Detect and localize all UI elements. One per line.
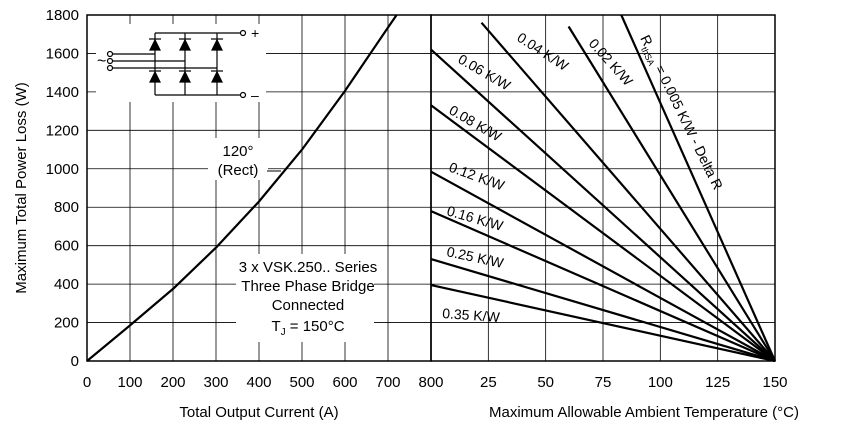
right-series-group xyxy=(430,14,777,363)
dc-negative-terminal xyxy=(239,91,247,99)
schematic-minus-label: – xyxy=(251,87,259,103)
thermal-resistance-line-5 xyxy=(430,170,776,362)
bridge-diodes xyxy=(149,38,223,83)
thermal-resistance-line-1 xyxy=(567,25,776,362)
device-topology-label: Three Phase Bridge xyxy=(241,278,374,295)
dc-positive-terminal xyxy=(239,29,247,37)
right-x-tick-label: 75 xyxy=(595,374,612,391)
left-y-tick-labels: 0 200 400 600 800 1000 1200 1400 1600 1800 xyxy=(46,7,79,370)
y-tick-label: 400 xyxy=(54,276,79,293)
thermal-resistance-line-3 xyxy=(430,48,776,362)
ac-terminal-2 xyxy=(106,57,114,65)
tj-suffix: = 150°C xyxy=(286,318,345,335)
right-x-tick-label: 100 xyxy=(648,374,673,391)
right-x-tick-label: 50 xyxy=(537,374,554,391)
y-tick-label: 200 xyxy=(54,315,79,332)
diode-lower-1 xyxy=(149,70,161,83)
y-tick-label: 1600 xyxy=(46,45,79,62)
junction-temperature-label: TJ = 150°C xyxy=(271,318,344,338)
diode-upper-2 xyxy=(179,38,191,51)
ac-terminal-3 xyxy=(106,64,114,72)
left-x-tick-label: 700 xyxy=(375,374,400,391)
left-x-axis-label: Total Output Current (A) xyxy=(179,404,338,421)
thermal-resistance-line-2 xyxy=(480,21,776,362)
power-loss-curve xyxy=(86,14,398,362)
tj-subscript: J xyxy=(281,327,286,338)
right-x-tick-label: 125 xyxy=(705,374,730,391)
tj-prefix: T xyxy=(271,318,280,335)
diode-lower-3 xyxy=(211,70,223,83)
device-series-label: 3 x VSK.250.. Series xyxy=(239,259,377,276)
left-x-tick-label: 300 xyxy=(203,374,228,391)
conduction-type-label: (Rect) xyxy=(218,162,259,179)
conduction-angle-label: 120° xyxy=(222,143,253,160)
y-tick-label: 600 xyxy=(54,238,79,255)
thermal-resistance-line-0 xyxy=(620,14,777,362)
left-series-group xyxy=(86,14,398,362)
schematic-ac-symbol: ~ xyxy=(97,53,106,70)
thermal-resistance-line-7 xyxy=(430,258,776,363)
schematic-backdrop xyxy=(96,24,266,102)
device-label-backdrop xyxy=(236,254,374,342)
schematic-plus-label: + xyxy=(251,25,259,41)
y-tick-label: 800 xyxy=(54,199,79,216)
y-tick-label: 1200 xyxy=(46,122,79,139)
left-x-tick-label: 500 xyxy=(289,374,314,391)
diode-lower-2 xyxy=(179,70,191,83)
thermal-resistance-line-6 xyxy=(430,210,776,363)
right-x-tick-label: 25 xyxy=(480,374,497,391)
conduction-label-backdrop xyxy=(208,138,268,180)
right-x-tick-label: 150 xyxy=(762,374,787,391)
ac-terminal-1 xyxy=(106,50,114,58)
y-tick-label: 1800 xyxy=(46,7,79,24)
left-x-tick-label: 100 xyxy=(117,374,142,391)
thermal-resistance-line-8 xyxy=(430,284,776,363)
right-x-tick-labels: 25 50 75 100 125 150 xyxy=(480,374,788,391)
left-x-tick-labels: 0 100 200 300 400 500 600 700 800 xyxy=(83,374,444,391)
right-panel-border xyxy=(430,14,776,362)
y-tick-label: 1400 xyxy=(46,84,79,101)
y-axis-label: Maximum Total Power Loss (W) xyxy=(13,82,30,293)
diode-upper-3 xyxy=(211,38,223,51)
left-x-tick-label: 400 xyxy=(246,374,271,391)
left-x-tick-label: 800 xyxy=(418,374,443,391)
thermal-resistance-line-4 xyxy=(430,104,776,362)
left-x-tick-label: 600 xyxy=(332,374,357,391)
left-x-tick-label: 0 xyxy=(83,374,91,391)
label-0.35: 0.35 K/W xyxy=(442,305,501,325)
diode-upper-1 xyxy=(149,38,161,51)
left-x-tick-label: 200 xyxy=(160,374,185,391)
bridge-schematic xyxy=(96,24,266,102)
right-x-axis-label: Maximum Allowable Ambient Temperature (°… xyxy=(489,404,799,421)
y-tick-label: 1000 xyxy=(46,161,79,178)
y-tick-label: 0 xyxy=(71,353,79,370)
device-connection-label: Connected xyxy=(272,297,345,314)
